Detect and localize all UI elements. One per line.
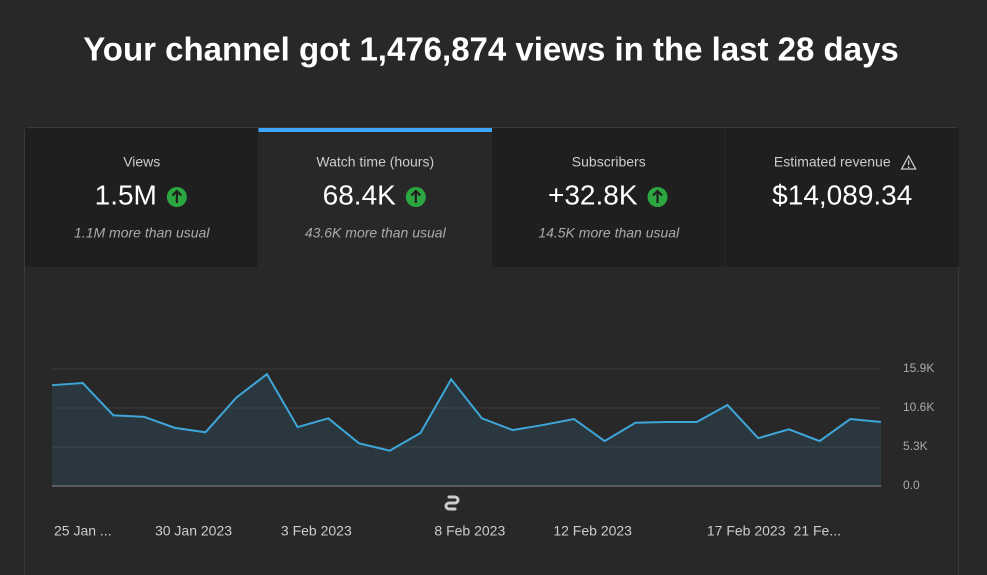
x-tick-label: 17 Feb 2023 [707, 523, 786, 539]
tab-value: 68.4K [323, 179, 396, 210]
tab-label: Estimated revenue [774, 154, 891, 170]
x-tick-label: 12 Feb 2023 [553, 523, 632, 539]
warning-icon [900, 154, 917, 170]
page-title: Your channel got 1,476,874 views in the … [83, 31, 899, 68]
y-tick-label: 10.6K [903, 400, 934, 414]
tab-note: 43.6K more than usual [305, 225, 447, 241]
tab-note: 14.5K more than usual [538, 225, 680, 241]
card [24, 127, 959, 575]
metric-tab[interactable] [492, 128, 725, 267]
tab-label: Views [123, 154, 160, 170]
up-arrow [171, 189, 183, 203]
tab-value: $14,089.34 [772, 179, 912, 210]
line [51, 372, 882, 452]
area [52, 374, 881, 486]
shorts-marker [444, 495, 460, 511]
selected-indicator [258, 128, 492, 132]
tab-value: 1.5M [95, 179, 157, 210]
metric-tab[interactable] [25, 128, 258, 267]
y-tick-label: 15.9K [903, 361, 934, 375]
metric-tab[interactable] [725, 128, 960, 267]
up-arrow [410, 189, 422, 203]
tab-label: Subscribers [572, 154, 646, 170]
tab-value: +32.8K [548, 179, 638, 210]
x-tick-label: 25 Jan ... [54, 523, 112, 539]
x-tick-label: 3 Feb 2023 [281, 523, 352, 539]
x-tick-label: 21 Fe... [794, 523, 841, 539]
x-tick-label: 30 Jan 2023 [155, 523, 232, 539]
x-tick-label: 8 Feb 2023 [434, 523, 505, 539]
tab-label: Watch time (hours) [316, 154, 434, 170]
y-tick-label: 5.3K [903, 439, 928, 453]
y-tick-label: 0.0 [903, 478, 920, 492]
metric-tab[interactable] [258, 128, 492, 267]
up-arrow [652, 189, 663, 203]
tab-note: 1.1M more than usual [74, 225, 210, 241]
